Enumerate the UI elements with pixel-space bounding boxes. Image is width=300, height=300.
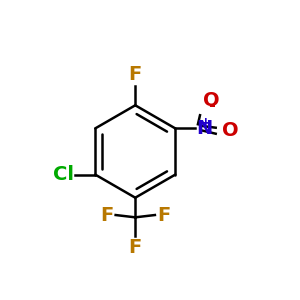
- Text: +: +: [199, 116, 211, 130]
- Text: F: F: [129, 65, 142, 84]
- Text: -: -: [208, 97, 215, 115]
- Text: F: F: [157, 206, 170, 224]
- Text: N: N: [196, 119, 212, 138]
- Text: Cl: Cl: [53, 165, 74, 184]
- Text: F: F: [129, 238, 142, 257]
- Text: O: O: [222, 121, 239, 140]
- Text: O: O: [203, 91, 220, 110]
- Text: F: F: [100, 206, 114, 224]
